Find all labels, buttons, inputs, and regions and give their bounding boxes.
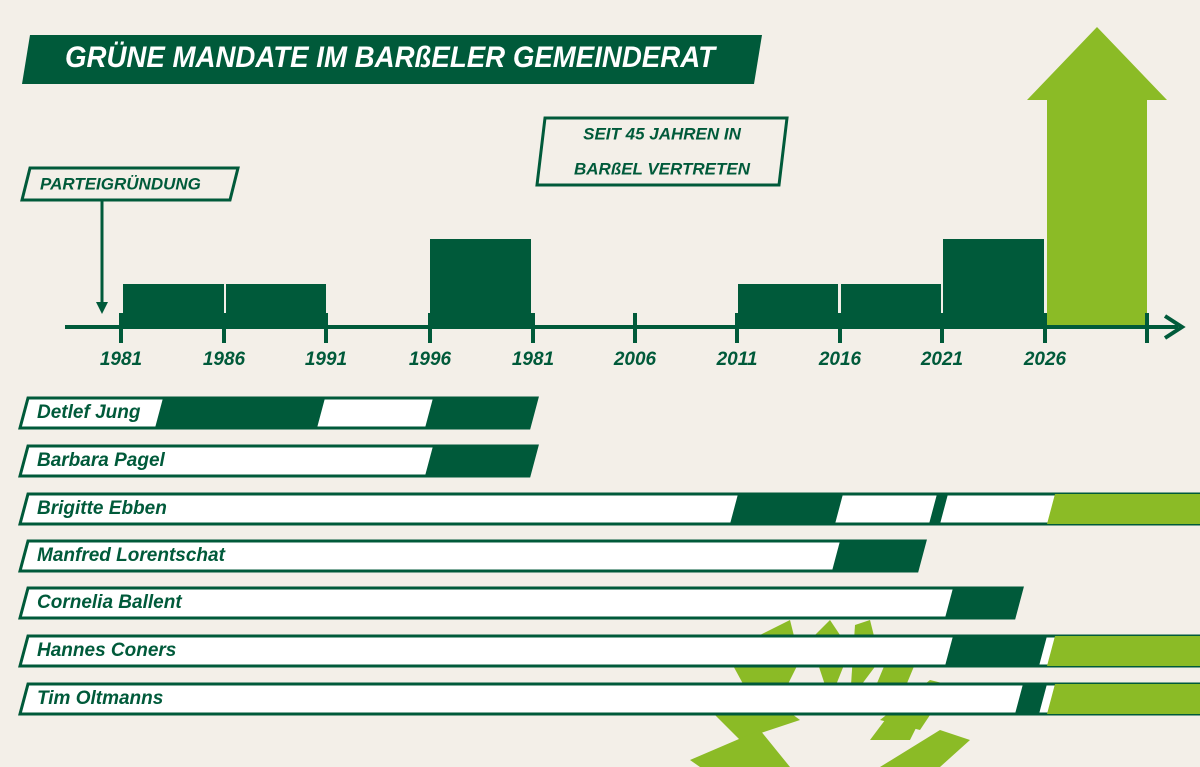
year-label: 2006 <box>613 349 657 370</box>
term-segment <box>1047 636 1200 666</box>
term-segment <box>1047 684 1200 714</box>
mandate-bars <box>123 239 1044 327</box>
row-box <box>18 682 1200 716</box>
year-label: 1986 <box>203 349 246 370</box>
term-segment <box>945 636 1047 666</box>
since-line: BARßEL VERTRETEN <box>574 159 751 178</box>
year-label: 2021 <box>920 349 963 370</box>
year-label: 2026 <box>1023 349 1067 370</box>
title: GRÜNE MANDATE IM BARßELER GEMEINDERAT <box>65 41 717 74</box>
member-name: Hannes Coners <box>37 640 176 661</box>
member-name: Tim Oltmanns <box>37 688 163 709</box>
founding-box <box>20 166 240 202</box>
year-label: 1981 <box>100 349 142 370</box>
member-name: Manfred Lorentschat <box>37 545 226 566</box>
year-label: 2016 <box>818 349 862 370</box>
term-segment <box>1047 494 1200 524</box>
member-name: Detlef Jung <box>37 402 141 423</box>
term-segment <box>832 541 925 571</box>
years: 1981 1986 1991 1996 1981 2006 2011 2016 2021 2026 <box>100 313 1067 370</box>
term-segment <box>730 494 843 524</box>
year-label: 1996 <box>409 349 452 370</box>
term-segment <box>1015 684 1047 714</box>
term-segment <box>155 398 325 428</box>
since-line: SEIT 45 JAHREN IN <box>583 124 741 143</box>
term-segment <box>425 398 537 428</box>
term-segment <box>945 588 1022 618</box>
member-rows: Detlef Jung Barbara Pagel Brigitte Ebben Ma… <box>18 396 1200 716</box>
axis-arrow <box>1163 314 1186 340</box>
future-arrow <box>1027 27 1167 327</box>
term-segment <box>929 494 948 524</box>
member-name: Cornelia Ballent <box>37 592 182 613</box>
member-name: Barbara Pagel <box>37 450 166 471</box>
since-box <box>535 116 789 187</box>
title-banner <box>22 35 762 84</box>
year-label: 2011 <box>716 349 758 370</box>
founding-arrow-head <box>96 302 108 314</box>
year-label: 1991 <box>305 349 347 370</box>
year-label: 1981 <box>512 349 554 370</box>
row-box <box>18 492 1200 526</box>
member-name: Brigitte Ebben <box>37 498 167 519</box>
founding-label: PARTEIGRÜNDUNG <box>40 174 201 193</box>
row-box <box>18 634 1200 668</box>
term-segment <box>425 446 537 476</box>
